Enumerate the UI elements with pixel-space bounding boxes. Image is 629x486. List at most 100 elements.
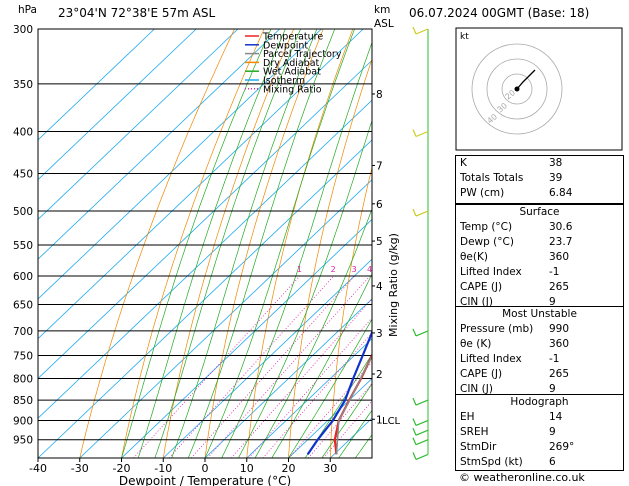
most-unstable-label: Lifted Index	[460, 353, 522, 365]
isotherm-line	[38, 29, 155, 141]
surface-row: Temp (°C) 30.6	[456, 220, 623, 235]
legend-label: Parcel Trajectory	[263, 49, 342, 60]
hodograph-panel: Hodograph EH 14 SREH 9 StmDir 269° StmSpd (kt)…	[455, 394, 624, 471]
km-tick-label: 6	[376, 199, 383, 211]
index-value: 39	[549, 172, 563, 184]
pressure-tick-label: 650	[13, 300, 33, 312]
index-row: Totals Totals 39	[456, 171, 623, 186]
isotherm-line	[38, 139, 372, 458]
hodo-row: EH 14	[456, 410, 623, 425]
indices-panel: K 38 Totals Totals 39 PW (cm) 6.84	[455, 155, 624, 204]
mixing-ratio-label: 8	[406, 265, 411, 274]
wind-barb	[412, 328, 429, 337]
surface-value: 30.6	[549, 221, 573, 233]
wind-barb	[412, 437, 429, 446]
most-unstable-row: CIN (J) 9	[456, 382, 623, 397]
legend-label: Mixing Ratio	[263, 84, 322, 95]
most-unstable-row: CAPE (J) 265	[456, 367, 623, 382]
x-tick-label: -20	[113, 462, 131, 475]
most-unstable-title: Most Unstable	[502, 308, 577, 320]
pressure-unit-label: hPa	[18, 4, 37, 16]
index-row: K 38	[456, 156, 623, 171]
x-tick-label: 0	[202, 462, 209, 475]
mixing-ratio-label: 4	[367, 265, 372, 274]
surface-label: Lifted Index	[460, 266, 522, 278]
dry-adiabat-line	[121, 29, 265, 458]
pressure-tick-label: 750	[13, 350, 33, 362]
hodo-label: SREH	[460, 426, 489, 438]
index-label: K	[460, 157, 467, 169]
mixing-ratio-label: 2	[331, 265, 336, 274]
mixing-ratio-line	[133, 275, 301, 458]
surface-row: CAPE (J) 265	[456, 280, 623, 295]
km-unit-label: km	[374, 4, 390, 16]
dry-adiabat-line	[79, 29, 235, 458]
mixing-ratio-line	[168, 275, 334, 458]
most-unstable-label: CIN (J)	[460, 383, 493, 395]
surface-row: Lifted Index -1	[456, 265, 623, 280]
x-axis-title: Dewpoint / Temperature (°C)	[119, 474, 291, 486]
most-unstable-label: Pressure (mb)	[460, 323, 534, 335]
surface-label: CAPE (J)	[460, 281, 503, 293]
wind-barb	[412, 208, 429, 217]
km-tick-label: 7	[376, 160, 383, 172]
surface-label: CIN (J)	[460, 296, 493, 308]
most-unstable-value: 9	[549, 383, 556, 395]
x-tick-label: -40	[29, 462, 47, 475]
km-tick-label: 3	[376, 328, 383, 340]
most-unstable-value: 265	[549, 368, 570, 380]
index-value: 38	[549, 157, 563, 169]
surface-row: Dewp (°C) 23.7	[456, 235, 623, 250]
surface-row: CIN (J) 9	[456, 295, 623, 310]
station-location: 23°04'N 72°38'E 57m ASL	[58, 6, 216, 20]
hodo-row: StmSpd (kt) 6	[456, 455, 623, 470]
pressure-tick-label: 950	[13, 435, 33, 447]
hodo-value: 9	[549, 426, 556, 438]
surface-value: 23.7	[549, 236, 573, 248]
most-unstable-label: θe (K)	[460, 338, 492, 350]
hodograph-trace	[516, 69, 536, 90]
isotherm-line	[204, 298, 372, 458]
mixing-ratio-label: 1	[297, 265, 302, 274]
km-tick-label: 2	[376, 369, 383, 381]
plot-area: 12346810152025	[38, 29, 411, 458]
pressure-tick-label: 500	[13, 206, 33, 218]
isotherm-line	[38, 29, 280, 260]
hodo-row: StmDir 269°	[456, 440, 623, 455]
surface-value: 360	[549, 251, 570, 263]
legend-label: Temperature	[262, 32, 323, 43]
hodograph-ring	[486, 58, 548, 120]
lcl-label: LCL	[382, 416, 401, 427]
isotherm-line	[38, 29, 364, 340]
pressure-tick-label: 450	[13, 168, 33, 180]
hodo-value: 269°	[549, 441, 575, 453]
most-unstable-label: CAPE (J)	[460, 368, 503, 380]
wind-barb	[412, 418, 429, 427]
most-unstable-panel: Most Unstable Pressure (mb) 990 θe (K) 360 L…	[455, 306, 624, 398]
pressure-tick-label: 800	[13, 373, 33, 385]
most-unstable-row: θe (K) 360	[456, 337, 623, 352]
mixing-ratio-axis-title: Mixing Ratio (g/kg)	[387, 233, 400, 337]
wind-barb	[412, 452, 429, 460]
legend-label: Isotherm	[263, 76, 305, 87]
wet-adiabat-line	[338, 409, 372, 458]
surface-label: Temp (°C)	[460, 221, 513, 233]
surface-label: Dewp (°C)	[460, 236, 514, 248]
mixing-ratio-label: 3	[352, 265, 357, 274]
wind-barb	[412, 129, 429, 138]
wet-adiabat-line	[121, 29, 272, 458]
pressure-tick-label: 850	[13, 395, 33, 407]
wet-adiabat-line	[288, 318, 372, 458]
km-tick-label: 8	[376, 89, 383, 101]
index-value: 6.84	[549, 187, 573, 199]
wet-adiabat-line	[321, 383, 372, 458]
x-tick-label: 30	[323, 462, 337, 475]
pressure-tick-label: 300	[13, 24, 33, 36]
wet-adiabat-line	[304, 353, 372, 458]
hodo-label: StmSpd (kt)	[460, 456, 523, 468]
copyright-text: © weatheronline.co.uk	[459, 471, 585, 484]
isotherm-line	[38, 29, 322, 300]
isotherm-line	[246, 338, 372, 458]
index-label: PW (cm)	[460, 187, 505, 199]
valid-datetime: 06.07.2024 00GMT (Base: 18)	[409, 6, 590, 20]
